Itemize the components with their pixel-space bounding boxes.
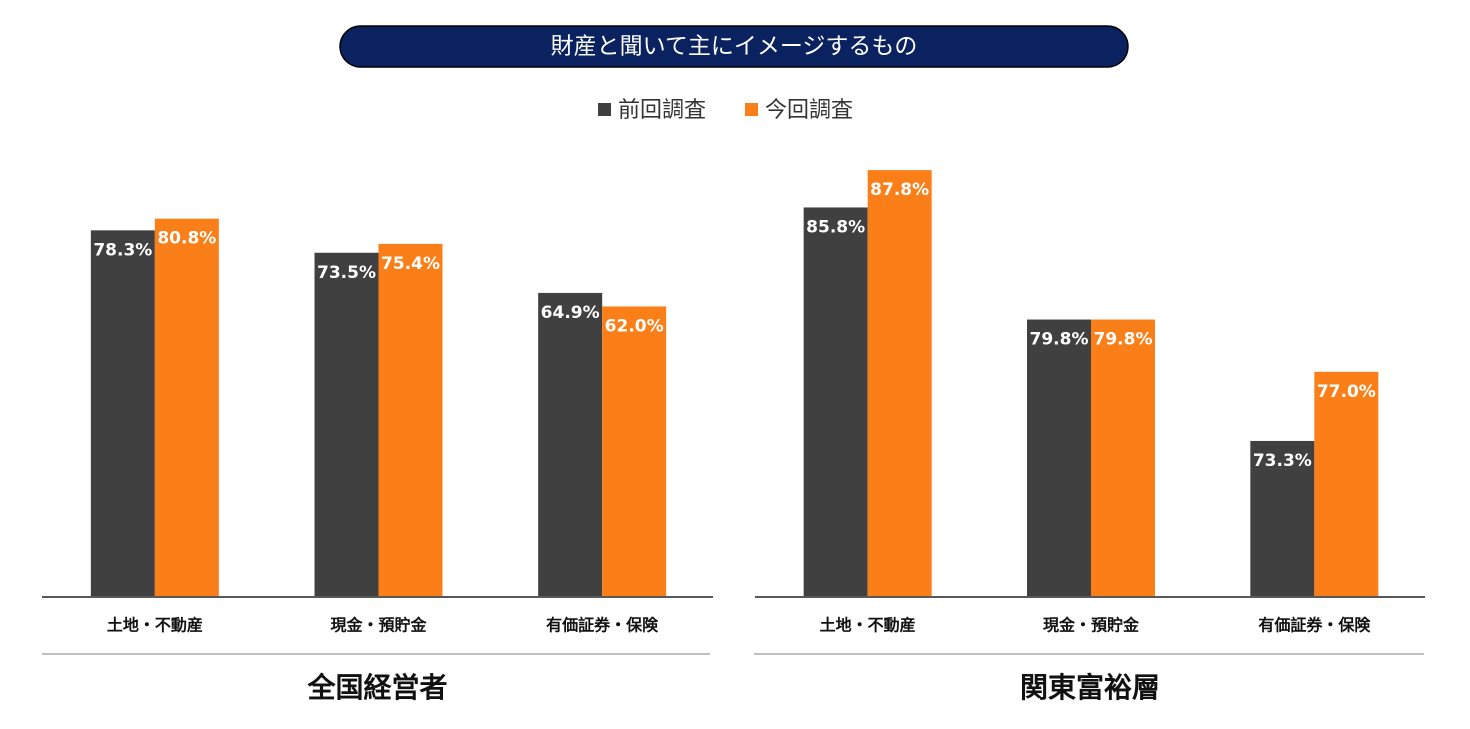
x-tick-label: 土地・不動産: [107, 616, 203, 635]
chart-subtitle: 全国経営者: [306, 671, 447, 704]
data-label: 79.8%: [1030, 330, 1089, 350]
bar: [538, 292, 603, 596]
data-label: 64.9%: [541, 303, 600, 323]
chart-subtitle: 関東富裕層: [1020, 671, 1160, 704]
chart-title: 財産と聞いて主にイメージするもの: [551, 34, 918, 60]
bar: [378, 243, 443, 596]
bar: [1250, 440, 1315, 596]
data-label: 87.8%: [870, 180, 929, 200]
x-tick-label: 有価証券・保険: [1258, 616, 1371, 635]
bar: [803, 207, 868, 596]
x-tick-label: 土地・不動産: [820, 616, 916, 635]
x-tick-label: 有価証券・保険: [546, 616, 659, 635]
bar: [154, 218, 219, 596]
data-label: 62.0%: [605, 316, 664, 336]
bar: [314, 252, 379, 596]
data-label: 78.3%: [93, 240, 152, 260]
bar: [1091, 319, 1155, 596]
x-tick-label: 現金・預貯金: [1043, 616, 1140, 635]
bar: [90, 230, 155, 597]
title-pill: [339, 25, 1129, 68]
bar: [1314, 371, 1379, 596]
data-label: 73.3%: [1253, 451, 1312, 471]
data-label: 75.4%: [381, 254, 440, 274]
data-label: 73.5%: [317, 263, 376, 283]
data-label: 80.8%: [157, 229, 216, 249]
legend-label: 前回調査: [618, 98, 706, 123]
data-label: 79.8%: [1094, 330, 1153, 350]
data-label: 85.8%: [806, 217, 865, 237]
bar: [867, 170, 932, 596]
legend-label: 今回調査: [765, 98, 853, 123]
legend-swatch: [745, 103, 758, 116]
bar: [602, 306, 667, 596]
bar: [1027, 319, 1091, 596]
x-tick-label: 現金・預貯金: [330, 616, 427, 635]
data-label: 77.0%: [1317, 382, 1376, 402]
legend-swatch: [598, 103, 611, 116]
